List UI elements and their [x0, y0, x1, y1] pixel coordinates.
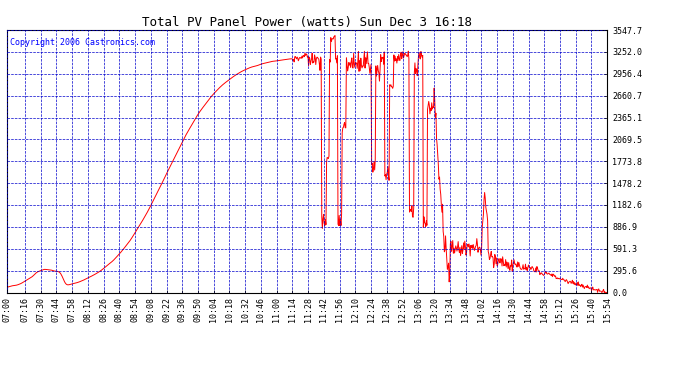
Text: Copyright 2006 Castronics.com: Copyright 2006 Castronics.com: [10, 38, 155, 47]
Title: Total PV Panel Power (watts) Sun Dec 3 16:18: Total PV Panel Power (watts) Sun Dec 3 1…: [142, 16, 472, 29]
